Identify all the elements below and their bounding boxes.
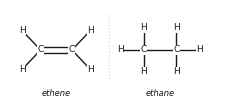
Text: H: H [87, 26, 94, 35]
Text: H: H [195, 46, 202, 54]
Text: H: H [18, 26, 25, 35]
Text: H: H [140, 24, 147, 32]
Text: C: C [69, 46, 75, 54]
Text: H: H [172, 68, 179, 76]
Text: H: H [87, 65, 94, 74]
Text: C: C [173, 46, 179, 54]
Text: H: H [18, 65, 25, 74]
Text: C: C [140, 46, 146, 54]
Text: ethane: ethane [145, 88, 174, 98]
Text: C: C [37, 46, 43, 54]
Text: H: H [172, 24, 179, 32]
Text: H: H [140, 68, 147, 76]
Text: H: H [117, 46, 124, 54]
Text: ethene: ethene [42, 88, 70, 98]
